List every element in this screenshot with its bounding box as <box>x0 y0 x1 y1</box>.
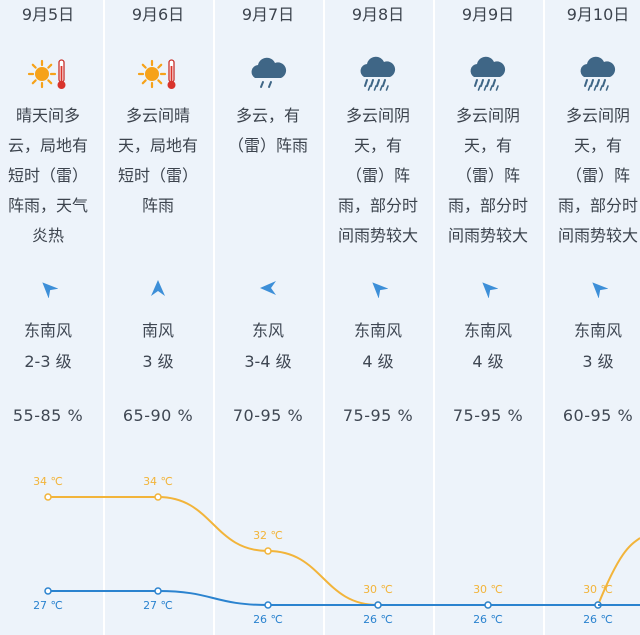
wind-level: 3 级 <box>142 352 174 371</box>
day-column: 9月8日 多云间阴 天，有 （雷）阵 雨，部分时 间雨势较大东南风 4 级 75-9… <box>327 0 429 635</box>
wind-direction: 东南风 <box>23 321 72 340</box>
column-separator <box>543 0 545 635</box>
day-date: 9月10日 <box>566 5 630 24</box>
day-date: 9月5日 <box>21 5 75 24</box>
day-column: 9月9日 多云间阴 天，有 （雷）阵 雨，部分时 间雨势较大东南风 4 级 75-9… <box>437 0 539 635</box>
wind-level: 3 级 <box>582 352 614 371</box>
wind-level: 2-3 级 <box>24 352 72 371</box>
day-column: 9月7日 多云，有 （雷）阵雨东风 3-4 级 70-95 % <box>217 0 319 635</box>
wind-level: 4 级 <box>362 352 394 371</box>
day-date: 9月6日 <box>131 5 185 24</box>
wind-direction-icon <box>368 278 389 299</box>
wind-direction: 东南风 <box>463 321 512 340</box>
weather-description: 多云间阴 天，有 （雷）阵 雨，部分时 间雨势较大 <box>557 106 638 245</box>
weather-description: 多云间晴 天，局地有 短时（雷） 阵雨 <box>117 106 198 215</box>
weather-description: 多云间阴 天，有 （雷）阵 雨，部分时 间雨势较大 <box>337 106 418 245</box>
heavy-rain-icon <box>576 56 620 92</box>
wind-direction-icon <box>258 278 278 298</box>
wind-direction-icon <box>478 278 499 299</box>
wind-direction-icon <box>588 278 609 299</box>
humidity-range: 70-95 % <box>232 406 304 425</box>
day-date: 9月7日 <box>241 5 295 24</box>
column-separator <box>213 0 215 635</box>
humidity-range: 75-95 % <box>452 406 524 425</box>
weather-description: 多云，有 （雷）阵雨 <box>227 106 308 155</box>
wind-direction-icon <box>148 278 168 298</box>
shower-icon <box>246 56 290 92</box>
humidity-range: 55-85 % <box>12 406 84 425</box>
day-date: 9月9日 <box>461 5 515 24</box>
column-separator <box>323 0 325 635</box>
day-column: 9月6日 多云间晴 天，局地有 短时（雷） 阵雨南风 3 级 65-90 % <box>107 0 209 635</box>
heavy-rain-icon <box>466 56 510 92</box>
wind-direction: 东南风 <box>573 321 622 340</box>
wind-direction-icon <box>38 278 59 299</box>
heavy-rain-icon <box>356 56 400 92</box>
day-column: 9月10日 多云间阴 天，有 （雷）阵 雨，部分时 间雨势较大东南风 3 级 60-… <box>547 0 640 635</box>
column-separator <box>103 0 105 635</box>
humidity-range: 75-95 % <box>342 406 414 425</box>
wind-level: 3-4 级 <box>244 352 292 371</box>
humidity-range: 65-90 % <box>122 406 194 425</box>
wind-direction: 东南风 <box>353 321 402 340</box>
wind-direction: 南风 <box>141 321 174 340</box>
sunny-hot-icon <box>136 56 180 92</box>
day-column: 9月5日 晴天间多 云，局地有 短时（雷） 阵雨，天气 炎热东南风 2-3 级 55… <box>0 0 99 635</box>
humidity-range: 60-95 % <box>562 406 634 425</box>
wind-direction: 东风 <box>251 321 284 340</box>
weather-description: 晴天间多 云，局地有 短时（雷） 阵雨，天气 炎热 <box>7 106 88 245</box>
weather-description: 多云间阴 天，有 （雷）阵 雨，部分时 间雨势较大 <box>447 106 528 245</box>
day-date: 9月8日 <box>351 5 405 24</box>
wind-level: 4 级 <box>472 352 504 371</box>
column-separator <box>433 0 435 635</box>
sunny-hot-icon <box>26 56 70 92</box>
